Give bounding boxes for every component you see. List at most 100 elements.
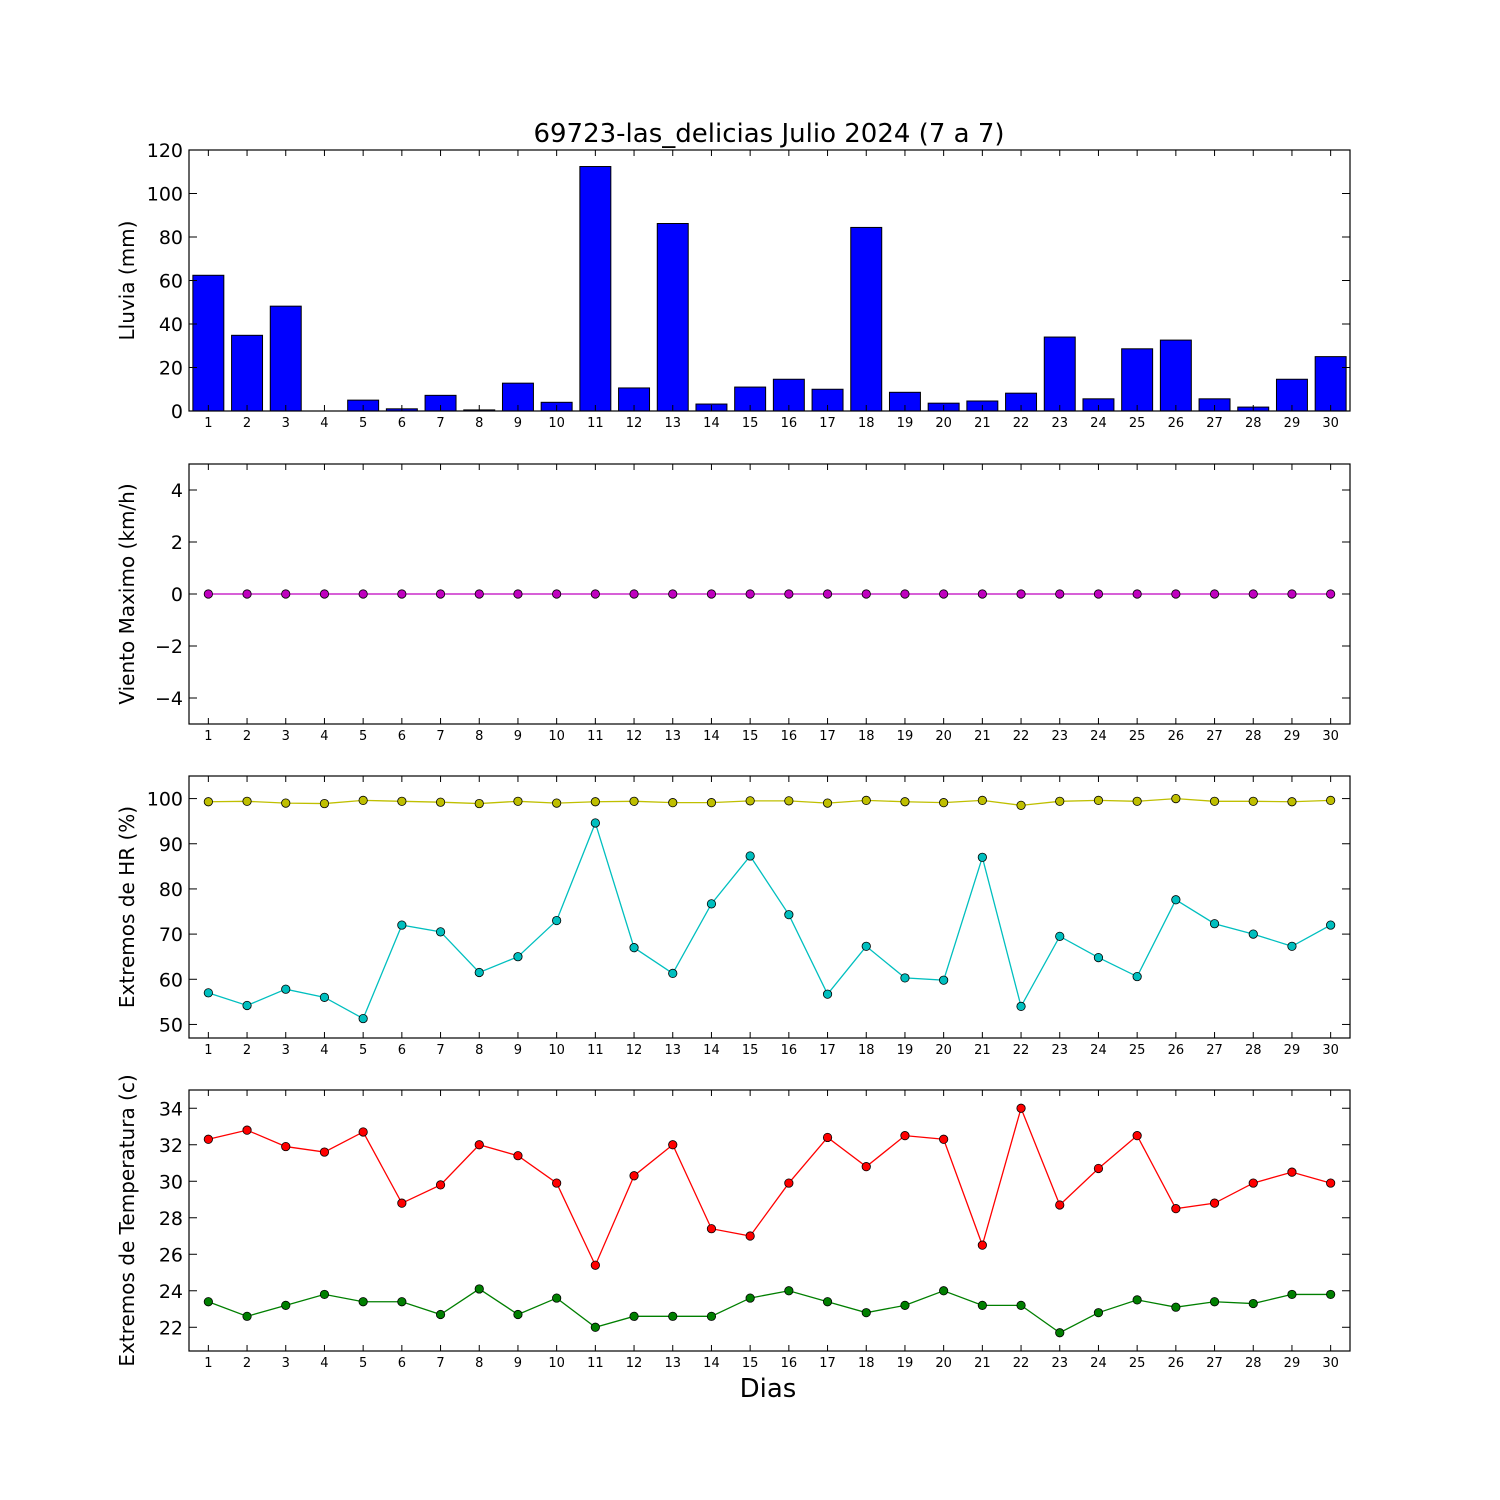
x-tick-label: 10: [548, 729, 565, 744]
x-tick-label: 8: [475, 416, 483, 431]
y-tick-label: 120: [147, 140, 183, 162]
point-0-4: [319, 589, 330, 599]
point-0-12: [629, 1171, 639, 1181]
x-tick-label: 28: [1245, 416, 1262, 431]
point-1-27: [1209, 919, 1220, 929]
x-tick-label: 25: [1129, 729, 1146, 744]
x-tick-label: 13: [664, 416, 681, 431]
x-tick-label: 21: [974, 416, 991, 431]
point-0-3: [281, 798, 291, 808]
point-0-21: [977, 795, 987, 805]
y-axis-label: Extremos de Temperatura (c): [115, 1074, 139, 1366]
x-tick-label: 11: [587, 1043, 604, 1058]
x-tick-label: 25: [1129, 416, 1146, 431]
point-0-23: [1055, 796, 1065, 806]
x-tick-label: 12: [626, 1356, 643, 1371]
x-tick-label: 27: [1206, 416, 1223, 431]
x-tick-label: 8: [475, 1356, 483, 1371]
x-tick-label: 7: [436, 416, 444, 431]
point-0-30: [1326, 589, 1336, 599]
panel-lluvia: 1 2 3 4 5 6 7 8 9 10 11 12 13 14 15 16 17 18 19 20 21 22 23 24 2…: [115, 140, 1351, 431]
series-line-0: [208, 1106, 1331, 1267]
x-tick-label: 23: [1051, 416, 1068, 431]
y-tick-label: 26: [159, 1244, 183, 1266]
x-tick-label: 5: [359, 1356, 367, 1371]
point-1-18: [861, 941, 871, 951]
x-tick-label: 19: [897, 1043, 914, 1058]
point-0-3: [281, 1141, 291, 1152]
y-tick-label: 70: [159, 924, 183, 946]
point-1-7: [435, 1309, 446, 1320]
point-1-17: [822, 989, 833, 999]
axes-frame: [188, 1089, 1351, 1352]
bar-23: [1043, 336, 1076, 412]
point-0-8: [474, 589, 484, 599]
point-0-24: [1093, 589, 1104, 599]
x-tick-label: 30: [1322, 416, 1339, 431]
y-tick-label: 0: [171, 584, 183, 606]
x-tick-label: 17: [819, 416, 836, 431]
x-tick-label: 21: [974, 1043, 991, 1058]
x-tick-label: 8: [475, 1043, 483, 1058]
point-0-12: [629, 589, 639, 599]
x-tick-label: 29: [1284, 729, 1301, 744]
bar-25: [1121, 348, 1154, 412]
point-0-28: [1248, 589, 1258, 599]
bar-2: [231, 334, 264, 412]
y-tick-label: −4: [155, 688, 183, 710]
point-0-14: [706, 798, 717, 808]
y-tick-label: 20: [159, 358, 183, 380]
series-line-1: [208, 821, 1331, 1020]
point-0-6: [397, 1198, 407, 1208]
x-tick-label: 6: [398, 1356, 406, 1371]
point-0-24: [1093, 1163, 1104, 1174]
x-tick-label: 12: [626, 416, 643, 431]
point-0-5: [358, 1127, 368, 1137]
x-tick-label: 28: [1245, 1356, 1262, 1371]
x-tick-label: 9: [514, 1356, 522, 1371]
y-tick-label: 80: [159, 227, 183, 249]
x-tick-label: 22: [1013, 729, 1030, 744]
point-0-16: [784, 589, 794, 599]
x-tick-label: 7: [436, 729, 444, 744]
x-tick-label: 5: [359, 1043, 367, 1058]
point-0-25: [1132, 796, 1142, 806]
point-1-3: [281, 1300, 291, 1310]
x-tick-label: 22: [1013, 416, 1030, 431]
y-tick-label: 50: [159, 1014, 183, 1036]
x-tick-label: 23: [1051, 1356, 1068, 1371]
x-tick-label: 28: [1245, 1043, 1262, 1058]
point-0-24: [1093, 795, 1104, 805]
x-tick-label: 3: [282, 729, 290, 744]
point-0-17: [822, 798, 833, 808]
point-0-30: [1326, 795, 1336, 805]
y-tick-label: 4: [171, 480, 183, 502]
point-0-26: [1171, 1204, 1181, 1214]
x-tick-label: 29: [1284, 416, 1301, 431]
point-0-11: [590, 797, 600, 807]
x-tick-label: 1: [204, 416, 212, 431]
point-1-1: [203, 1297, 213, 1307]
y-tick-label: 100: [147, 184, 183, 206]
x-tick-label: 29: [1284, 1043, 1301, 1058]
x-tick-label: 15: [742, 1356, 759, 1371]
x-tick-label: 30: [1322, 1356, 1339, 1371]
point-0-17: [822, 1132, 833, 1143]
x-tick-label: 13: [664, 1356, 681, 1371]
point-1-23: [1055, 1328, 1065, 1338]
point-1-7: [435, 927, 446, 937]
point-1-25: [1132, 971, 1142, 982]
point-0-4: [319, 798, 330, 809]
bar-26: [1159, 339, 1192, 412]
x-tick-label: 19: [897, 729, 914, 744]
x-tick-label: 29: [1284, 1356, 1301, 1371]
point-1-30: [1326, 920, 1336, 930]
point-1-14: [706, 1311, 717, 1321]
bar-1: [192, 274, 225, 412]
x-tick-label: 9: [514, 1043, 522, 1058]
point-0-19: [900, 797, 910, 807]
panel-temperatura: 1 2 3 4 5 6 7 8 9 10 11 12 13 14 15 16 17 18 19 20 21 22 23 24 2…: [115, 1074, 1351, 1371]
point-1-13: [668, 968, 678, 979]
x-tick-label: 11: [587, 1356, 604, 1371]
